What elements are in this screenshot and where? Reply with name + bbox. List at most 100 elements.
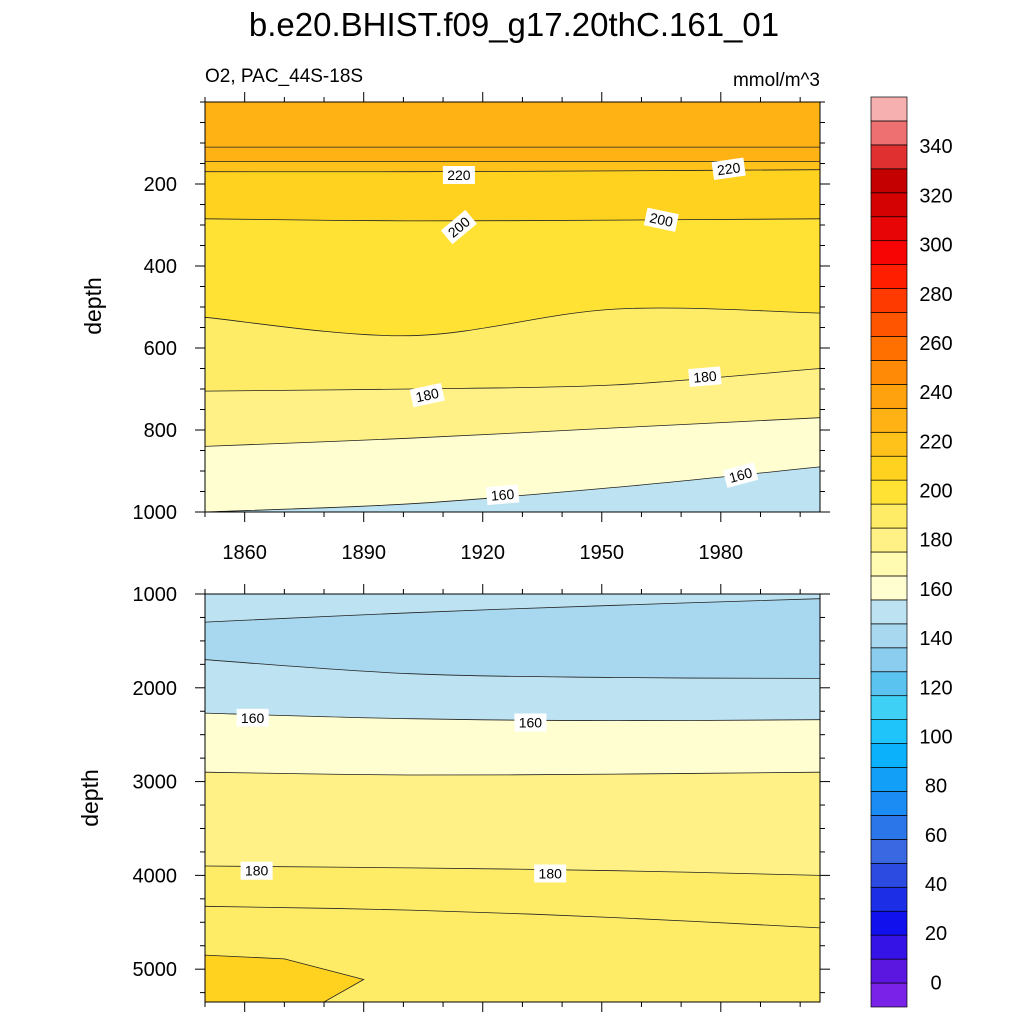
svg-text:180: 180	[539, 866, 563, 882]
colorbar-box-0	[870, 982, 908, 1008]
colorbar-box-24	[870, 407, 908, 433]
svg-text:180: 180	[693, 368, 718, 386]
upper-band-8	[205, 466, 820, 512]
lower-contour-label-3: 180	[534, 864, 567, 883]
colorbar-box-5	[870, 862, 908, 888]
colorbar-box-12	[870, 695, 908, 720]
colorbar-label-60: 60	[925, 825, 947, 847]
colorbar-box-37	[870, 96, 908, 122]
upper-band-3	[205, 169, 820, 221]
colorbar-box-30	[870, 264, 908, 289]
colorbar-label-80: 80	[925, 776, 947, 798]
colorbar-box-9	[870, 767, 908, 792]
colorbar-label-280: 280	[919, 284, 952, 306]
lower-contour-line-6	[204, 905, 821, 929]
colorbar-box-26	[870, 360, 908, 385]
lower-ylabel: depth	[77, 769, 103, 827]
colorbar-box-3	[870, 910, 908, 936]
colorbar-box-8	[870, 791, 908, 816]
svg-text:160: 160	[727, 464, 754, 486]
svg-text:160: 160	[241, 710, 265, 726]
lower-ytick-label-4000: 4000	[133, 865, 178, 887]
lower-band-1	[205, 598, 820, 679]
upper-ytick-label-400: 400	[144, 256, 177, 278]
colorbar-box-32	[870, 216, 908, 242]
variable-label: O2, PAC_44S-18S	[205, 66, 363, 87]
svg-text:220: 220	[716, 159, 742, 178]
colorbar-box-35	[870, 144, 908, 170]
lower-contour-label-0: 160	[236, 708, 269, 727]
figure-title: b.e20.BHIST.f09_g17.20thC.161_01	[249, 6, 779, 43]
colorbar-box-16	[870, 599, 908, 625]
colorbar-box-2	[870, 934, 908, 960]
colorbar-box-14	[870, 647, 908, 673]
upper-band-6	[205, 368, 820, 447]
colorbar-label-40: 40	[925, 874, 947, 896]
colorbar-box-15	[870, 623, 908, 649]
colorbar-label-160: 160	[919, 579, 952, 601]
upper-panel: 220 220 200 200 180 180 160 160 1860 1890 1920 195…	[80, 92, 830, 564]
lower-band-2	[205, 659, 820, 721]
upper-band-7	[205, 417, 820, 512]
colorbar-box-18	[870, 551, 908, 577]
upper-contour-label-0: 220	[442, 166, 475, 184]
upper-contour-line-7	[204, 417, 821, 447]
lower-band-5	[205, 866, 820, 928]
colorbar-label-180: 180	[919, 530, 952, 552]
colorbar-box-21	[870, 479, 908, 505]
colorbar-label-200: 200	[919, 481, 952, 503]
colorbar-label-20: 20	[925, 923, 947, 945]
lower-band-4	[205, 772, 820, 876]
colorbar-box-11	[870, 719, 908, 744]
upper-ytick-label-800: 800	[144, 420, 177, 442]
upper-ylabel: depth	[80, 277, 106, 335]
upper-ytick-label-600: 600	[144, 338, 177, 360]
colorbar: 0 20 40 60 80 100 120 140 160 180 200 220 240 260 280 3…	[870, 96, 953, 1008]
colorbar-box-25	[870, 384, 908, 409]
colorbar-label-140: 140	[919, 628, 952, 650]
colorbar-box-27	[870, 336, 908, 361]
lower-contour-line-3	[204, 712, 821, 722]
colorbar-box-17	[870, 575, 908, 601]
upper-ytick-label-200: 200	[144, 174, 177, 196]
upper-contour-label-1: 220	[711, 157, 746, 180]
colorbar-label-120: 120	[919, 677, 952, 699]
colorbar-box-7	[870, 815, 908, 840]
colorbar-box-20	[870, 503, 908, 529]
upper-contour-line-6	[204, 368, 821, 392]
lower-contour-label-2: 180	[240, 861, 273, 880]
lower-ytick-label-5000: 5000	[133, 959, 178, 981]
upper-contour-label-3: 200	[643, 207, 679, 232]
upper-xtick-label-1950: 1950	[580, 542, 625, 564]
colorbar-label-240: 240	[919, 382, 952, 404]
colorbar-box-28	[870, 312, 908, 337]
lower-contour-line-1	[204, 598, 821, 623]
lower-contour-line-2	[204, 659, 821, 679]
upper-contour-line-4	[204, 218, 821, 222]
colorbar-box-10	[870, 743, 908, 768]
colorbar-box-34	[870, 168, 908, 194]
lower-contour-line-4	[204, 771, 821, 776]
lower-band-0	[205, 594, 820, 623]
upper-contour-label-4: 180	[409, 382, 445, 408]
colorbar-box-29	[870, 288, 908, 313]
colorbar-box-4	[870, 886, 908, 912]
colorbar-label-220: 220	[919, 431, 952, 453]
colorbar-box-36	[870, 120, 908, 146]
upper-xtick-label-1920: 1920	[460, 542, 505, 564]
upper-contour-label-7: 160	[722, 462, 759, 488]
upper-band-5	[205, 307, 820, 392]
colorbar-box-23	[870, 431, 908, 457]
upper-ytick-label-1000: 1000	[133, 502, 178, 524]
upper-band-1	[205, 147, 820, 162]
upper-contour-line-5	[204, 307, 821, 337]
colorbar-label-0: 0	[930, 972, 941, 994]
lower-contour-line-5	[204, 865, 821, 876]
svg-text:180: 180	[414, 385, 440, 406]
colorbar-box-1	[870, 958, 908, 984]
colorbar-label-100: 100	[919, 727, 952, 749]
svg-text:160: 160	[519, 715, 543, 731]
lower-ytick-label-3000: 3000	[133, 772, 178, 794]
upper-contour-label-6: 160	[485, 484, 520, 506]
colorbar-box-22	[870, 455, 908, 481]
